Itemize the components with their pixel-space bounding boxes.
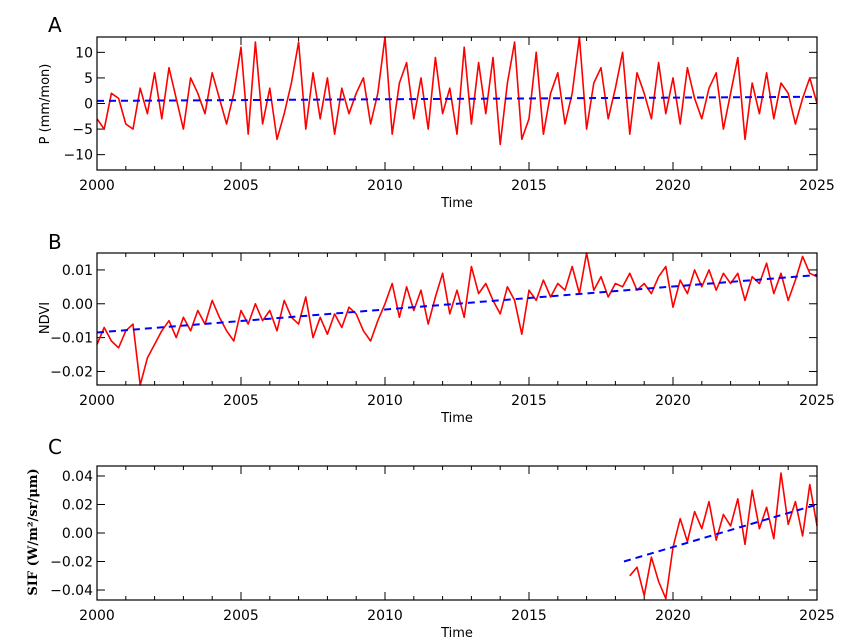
panel-b-trend-line (96, 274, 818, 334)
panel-b-xtick-label: 2025 (799, 393, 835, 409)
panel-a-ytick-label: 5 (84, 71, 93, 87)
panel-b-ytick-label: 0.01 (62, 263, 93, 279)
panel-c-trend-line (623, 503, 818, 563)
panel-b-ylabel: NDVI (38, 302, 53, 334)
panel-a-ytick-label: 10 (75, 45, 93, 61)
panel-b-xtick-label: 2020 (655, 393, 691, 409)
panel-b-data-line (96, 252, 818, 386)
panel-c-ytick-label: −0.04 (50, 583, 93, 599)
panel-a-xtick-label: 2000 (79, 178, 115, 194)
panel-b-xlabel: Time (440, 411, 473, 426)
panel-c-xtick-label: 2020 (655, 608, 691, 624)
panel-a: A P (mm/mon) Time 2000 2005 2010 2015 2020 20… (38, 13, 835, 211)
panel-c-ytick-label: 0.00 (62, 526, 93, 542)
panel-c-xtick-label: 2000 (79, 608, 115, 624)
panel-a-xtick-label: 2010 (367, 178, 403, 194)
panel-c-xtick-label: 2010 (367, 608, 403, 624)
panel-a-letter: A (48, 13, 62, 37)
panel-a-data-line (96, 36, 818, 146)
panel-c-ytick-label: 0.02 (62, 497, 93, 513)
panel-c-letter: C (48, 435, 62, 459)
panel-b-xtick-label: 2000 (79, 393, 115, 409)
panel-c-xtick-label: 2015 (511, 608, 547, 624)
panel-a-plot (96, 36, 818, 146)
panel-a-ytick-label: −10 (63, 148, 93, 164)
panel-b-plot (96, 252, 818, 386)
panel-b-xtick-label: 2010 (367, 393, 403, 409)
panel-c-data-line (629, 472, 818, 600)
panel-a-frame (96, 36, 818, 171)
panel-c-ylabel: SIF (W/m²/sr/μm) (26, 468, 41, 595)
panel-c-ytick-label: 0.04 (62, 469, 93, 485)
panel-a-xtick-label: 2005 (223, 178, 259, 194)
panel-c-ticks: 2000 2005 2010 2015 2020 2025 −0.04 −0.02 0.00 0.… (50, 466, 835, 624)
panel-b-ytick-label: 0.00 (62, 297, 93, 313)
panel-a-ytick-label: −5 (72, 122, 93, 138)
panel-b-xtick-label: 2005 (223, 393, 259, 409)
panel-c-ytick-label: −0.02 (50, 555, 93, 571)
panel-a-trend-line (96, 95, 818, 102)
panel-a-xtick-label: 2020 (655, 178, 691, 194)
panel-b-letter: B (48, 230, 62, 254)
panel-c-xtick-label: 2025 (799, 608, 835, 624)
panel-c-frame (96, 465, 818, 601)
panel-a-xlabel: Time (440, 196, 473, 211)
panel-b-frame (96, 252, 818, 386)
panel-b-ytick-label: −0.01 (50, 331, 93, 347)
panel-b: B NDVI Time 2000 2005 2010 2015 2020 2025 −0.0… (38, 230, 835, 426)
panel-a-xtick-label: 2025 (799, 178, 835, 194)
panel-b-ytick-label: −0.02 (50, 364, 93, 380)
panel-c: C SIF (W/m²/sr/μm) Time 2000 2005 2010 2015… (26, 435, 835, 641)
panel-c-xtick-label: 2005 (223, 608, 259, 624)
panel-a-ticks: 2000 2005 2010 2015 2020 2025 −10 −5 0 5 10 (63, 37, 835, 194)
panel-b-xtick-label: 2015 (511, 393, 547, 409)
panel-a-xtick-label: 2015 (511, 178, 547, 194)
panel-c-xlabel: Time (440, 626, 473, 641)
panel-a-ylabel: P (mm/mon) (38, 64, 53, 145)
panel-a-ytick-label: 0 (84, 97, 93, 113)
panel-c-plot (623, 472, 818, 600)
